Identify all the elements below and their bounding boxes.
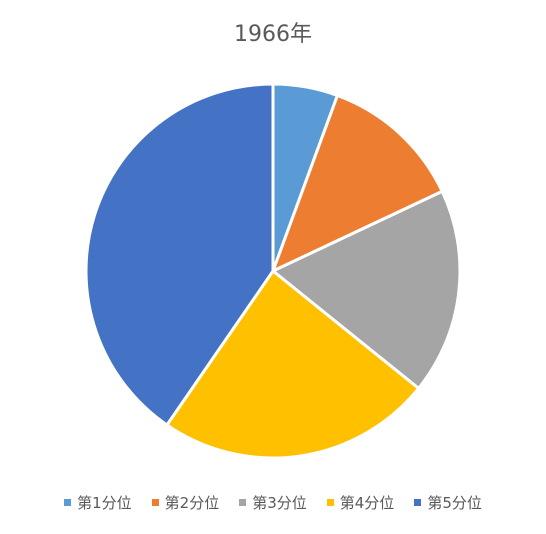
legend-swatch-q1: [64, 499, 72, 506]
legend-label-q5: 第5分位: [427, 494, 482, 512]
legend-label-q4: 第4分位: [339, 494, 395, 512]
legend-label-q3: 第3分位: [252, 494, 307, 512]
legend-swatch-q2: [151, 499, 159, 506]
pie-slice-q2: [271, 93, 444, 273]
legend-swatch-q4: [326, 499, 334, 506]
pie-slice-q4: [165, 269, 421, 460]
chart-title: 1966年: [234, 22, 312, 47]
pie-slice-q3: [271, 189, 462, 390]
pie-slice-q5: [84, 82, 275, 427]
legend-item-q1: 第1分位: [64, 492, 132, 513]
chart-legend: 第1分位 第2分位 第3分位 第4分位 第5分位: [0, 492, 546, 513]
legend-item-q3: 第3分位: [239, 492, 307, 513]
legend-label-q1: 第1分位: [77, 494, 132, 512]
legend-swatch-q3: [239, 499, 247, 506]
legend-item-q2: 第2分位: [151, 492, 220, 513]
legend-label-q2: 第2分位: [164, 494, 220, 512]
legend-item-q5: 第5分位: [414, 492, 482, 513]
legend-swatch-q5: [414, 499, 422, 506]
legend-item-q4: 第4分位: [326, 492, 395, 513]
